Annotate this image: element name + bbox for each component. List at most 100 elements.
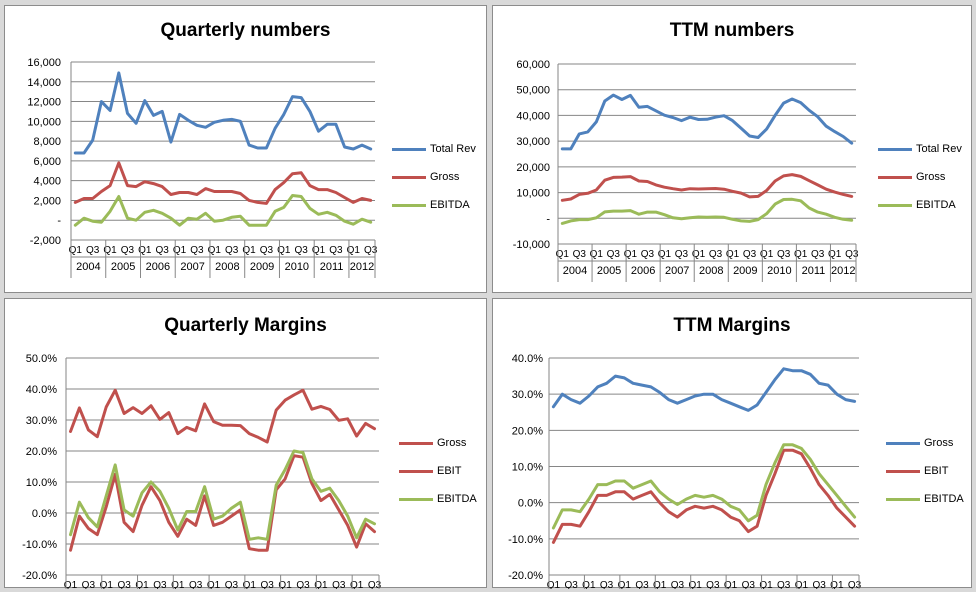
legend-item: EBITDA (399, 485, 477, 513)
chart-title: Quarterly Margins (164, 315, 327, 336)
x-tick-label: Q3 (573, 249, 587, 260)
x-tick-label: Q1 (103, 245, 117, 256)
legend-label: Gross (916, 171, 946, 183)
y-tick-label: 0.0% (518, 498, 543, 510)
legend-swatch (399, 441, 433, 445)
chart-title: Quarterly numbers (160, 20, 331, 41)
y-tick-label: 30.0% (26, 415, 57, 427)
x-tick-label: Q3 (153, 580, 167, 589)
legend-label: Total Rev (430, 143, 476, 155)
legend-label: EBITDA (916, 199, 956, 211)
y-tick-label: 30.0% (512, 389, 543, 401)
y-tick-label: -10.0% (22, 539, 57, 551)
x-tick-label: Q1 (760, 249, 774, 260)
year-label: 2007 (665, 265, 689, 277)
legend-item: Gross (878, 163, 962, 191)
year-label: 2006 (631, 265, 655, 277)
y-tick-label: 60,000 (516, 59, 550, 71)
x-tick-label: Q1 (208, 245, 222, 256)
legend-swatch (392, 147, 426, 151)
year-label: 2010 (285, 261, 309, 273)
x-tick-label: Q1 (830, 580, 844, 589)
x-tick-label: Q1 (618, 580, 632, 589)
year-label: 2006 (146, 261, 170, 273)
x-tick-label: Q3 (641, 249, 655, 260)
series-line-gross (551, 367, 857, 412)
year-label: 2005 (111, 261, 135, 273)
year-label: 2012 (831, 265, 855, 277)
legend-label: EBITDA (437, 493, 477, 505)
x-tick-label: Q1 (312, 245, 326, 256)
legend-swatch (392, 203, 426, 207)
year-label: 2011 (320, 261, 344, 273)
legend-item: EBIT (886, 457, 964, 485)
x-tick-label: Q1 (590, 249, 604, 260)
legend-item: EBITDA (886, 485, 964, 513)
legend-item: Gross (399, 429, 477, 457)
chart-legend: Gross EBIT EBITDA (886, 429, 964, 513)
x-tick-label: Q3 (812, 580, 826, 589)
series-line-ebitda (560, 197, 854, 225)
x-tick-label: Q3 (296, 580, 310, 589)
x-tick-label: Q3 (225, 580, 239, 589)
x-tick-label: Q3 (706, 580, 720, 589)
x-tick-label: Q1 (759, 580, 773, 589)
x-tick-label: Q3 (225, 245, 239, 256)
x-tick-label: Q1 (277, 245, 291, 256)
x-tick-label: Q1 (100, 580, 114, 589)
x-tick-label: Q3 (742, 580, 756, 589)
y-tick-label: -10,000 (513, 239, 550, 251)
chart-plot: -20.0% -10.0% 0.0% 10.0% 20.0% 30.0% 40.0% 50.0… (22, 353, 382, 589)
x-tick-label: Q3 (607, 249, 621, 260)
y-tick-label: 40.0% (512, 353, 543, 365)
x-tick-label: Q3 (121, 245, 135, 256)
year-label: 2007 (180, 261, 204, 273)
legend-label: Gross (430, 171, 460, 183)
x-tick-label: Q3 (260, 245, 274, 256)
legend-label: EBITDA (924, 493, 964, 505)
chart-plot: -20.0%-10.0%0.0%10.0%20.0%30.0%40.0%Q1 Q3… (508, 353, 862, 589)
series-line-ebitda (551, 443, 857, 530)
x-tick-label: Q3 (329, 245, 343, 256)
year-label: 2009 (250, 261, 274, 273)
series-line-gross (73, 161, 373, 205)
year-label: 2011 (802, 265, 826, 277)
y-tick-label: 6,000 (33, 156, 61, 168)
y-tick-label: 8,000 (33, 136, 61, 148)
series-line-total-rev (73, 71, 373, 155)
x-tick-label: Q1 (242, 245, 256, 256)
series-line-gross (560, 173, 854, 202)
legend-item: EBITDA (392, 191, 476, 219)
y-tick-label: 20.0% (512, 425, 543, 437)
y-tick-label: 50.0% (26, 353, 57, 365)
x-tick-label: Q1 (547, 580, 561, 589)
x-tick-label: Q1 (173, 245, 187, 256)
x-tick-label: Q1 (724, 580, 738, 589)
y-tick-label: -20.0% (22, 570, 57, 582)
x-tick-label: Q3 (117, 580, 131, 589)
x-tick-label: Q1 (794, 249, 808, 260)
y-tick-label: 10.0% (26, 477, 57, 489)
legend-label: EBIT (924, 465, 949, 477)
legend-label: EBITDA (430, 199, 470, 211)
x-tick-label: Q1 (658, 249, 672, 260)
y-tick-label: 16,000 (27, 57, 61, 69)
chart-panel-quarterly-numbers: Quarterly numbers -2,000-2,000 4,000 6,000… (4, 5, 487, 293)
chart-title: TTM numbers (669, 20, 795, 41)
x-tick-label: Q3 (564, 580, 578, 589)
y-tick-label: 2,000 (33, 195, 61, 207)
series-line-ebitda (69, 449, 376, 541)
y-tick-label: -10.0% (508, 534, 543, 546)
chart-panel-ttm-margins: TTM Margins -20.0% -10.0% 0.0% 10.0% 20.0% 30… (492, 298, 972, 589)
y-tick-label: 4,000 (33, 176, 61, 188)
y-tick-label: 14,000 (27, 77, 61, 89)
year-label: 2008 (215, 261, 239, 273)
series-line-ebitda (73, 194, 373, 227)
x-tick-label: Q3 (743, 249, 757, 260)
y-tick-label: -2,000 (30, 235, 61, 247)
x-tick-label: Q3 (82, 580, 96, 589)
legend-swatch (878, 203, 912, 207)
x-tick-label: Q1 (138, 245, 152, 256)
year-label: 2004 (76, 261, 100, 273)
y-tick-label: 30,000 (516, 136, 550, 148)
